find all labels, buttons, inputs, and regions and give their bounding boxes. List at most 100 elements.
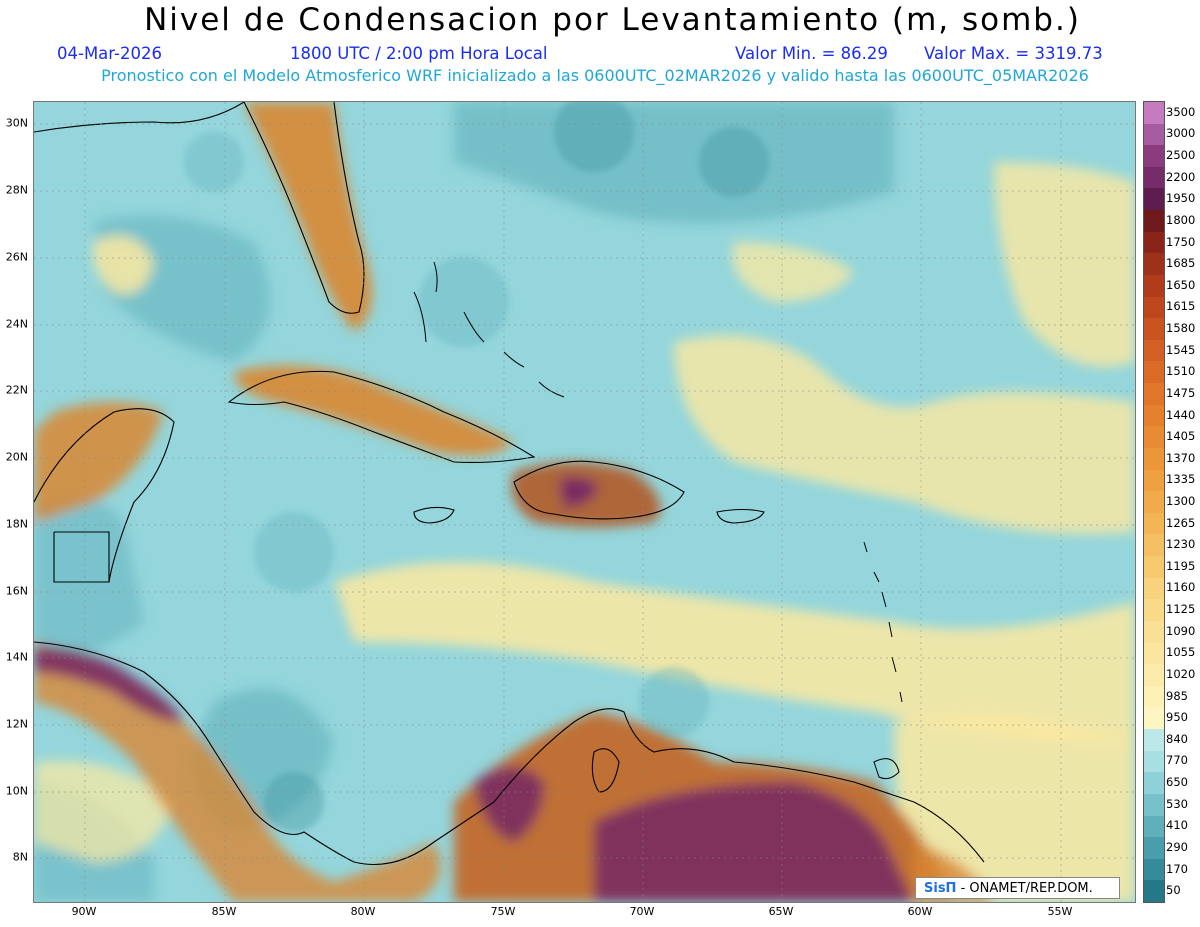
legend-label: 1265 — [1166, 515, 1196, 530]
yellow-band — [894, 715, 1135, 902]
color-legend — [1143, 101, 1165, 903]
lake-maracaibo — [591, 748, 620, 793]
legend-label: 170 — [1166, 861, 1188, 876]
ocean-texture — [419, 257, 509, 347]
legend-label: 50 — [1166, 883, 1181, 898]
legend-label: 1335 — [1166, 472, 1196, 487]
legend-label: 2500 — [1166, 148, 1196, 163]
cuba-coastline — [227, 370, 536, 463]
ocean-texture — [554, 102, 634, 172]
legend-swatch — [1144, 512, 1164, 535]
jamaica-coastline — [413, 506, 455, 524]
forecast-time: 1800 UTC / 2:00 pm Hora Local — [290, 44, 548, 63]
legend-label: 1055 — [1166, 645, 1196, 660]
sistpi-logo: SisΠ — [924, 881, 957, 896]
legend-label: 1650 — [1166, 277, 1196, 292]
legend-swatch — [1144, 123, 1164, 146]
ocean-texture — [264, 772, 324, 832]
legend-swatch — [1144, 556, 1164, 579]
legend-label: 1510 — [1166, 364, 1196, 379]
legend-label: 1750 — [1166, 234, 1196, 249]
legend-label: 1475 — [1166, 385, 1196, 400]
legend-swatch — [1144, 383, 1164, 406]
max-value: Valor Max. = 3319.73 — [924, 44, 1103, 63]
legend-label: 1370 — [1166, 450, 1196, 465]
legend-swatch — [1144, 620, 1164, 644]
legend-label: 1615 — [1166, 299, 1196, 314]
ocean-texture — [254, 512, 334, 592]
legend-swatch — [1144, 361, 1164, 384]
legend-label: 1125 — [1166, 602, 1196, 617]
yellow-band — [334, 562, 1135, 742]
lat-label: 22N — [5, 383, 28, 397]
ocean-texture — [639, 667, 709, 737]
yellow-band — [732, 242, 854, 302]
legend-swatch — [1144, 534, 1164, 557]
colombia-max — [474, 767, 544, 842]
florida-coastline — [243, 102, 365, 314]
ocean-dark-region — [34, 495, 144, 662]
legend-swatch — [1144, 318, 1164, 341]
guatemala-border — [53, 531, 110, 583]
yucatan-high — [34, 402, 164, 522]
map-title: Nivel de Condensacion por Levantamiento … — [144, 2, 1081, 38]
legend-label: 1685 — [1166, 256, 1196, 271]
lat-label: 12N — [5, 717, 28, 731]
legend-label: 1230 — [1166, 537, 1196, 552]
map-area[interactable] — [33, 101, 1136, 903]
lat-label: 30N — [5, 116, 28, 130]
legend-swatch — [1144, 729, 1164, 752]
lat-label: 14N — [5, 650, 28, 664]
legend-swatch — [1144, 188, 1164, 211]
yellow-band — [93, 235, 154, 294]
legend-swatch — [1144, 837, 1164, 860]
legend-swatch — [1144, 102, 1164, 125]
legend-label: 3500 — [1166, 104, 1196, 119]
ocean-texture — [184, 132, 244, 192]
legend-label: 1950 — [1166, 191, 1196, 206]
legend-label: 1195 — [1166, 558, 1196, 573]
legend-label: 950 — [1166, 710, 1188, 725]
lat-label: 8N — [12, 850, 28, 864]
central-america-max — [34, 647, 184, 722]
lon-label: 75W — [490, 905, 516, 918]
legend-label: 530 — [1166, 796, 1188, 811]
trinidad — [873, 758, 900, 780]
legend-swatch — [1144, 447, 1164, 471]
legend-swatch — [1144, 599, 1164, 622]
credit-badge: SisΠ - ONAMET/REP.DOM. — [915, 877, 1120, 899]
legend-label: 1090 — [1166, 623, 1196, 638]
legend-label: 985 — [1166, 688, 1188, 703]
lon-label: 70W — [629, 905, 655, 918]
legend-swatch — [1144, 750, 1164, 773]
lon-label: 65W — [768, 905, 794, 918]
lat-label: 16N — [5, 584, 28, 598]
lat-label: 26N — [5, 250, 28, 264]
lat-label: 20N — [5, 450, 28, 464]
lat-label: 28N — [5, 183, 28, 197]
legend-label: 1800 — [1166, 212, 1196, 227]
legend-label: 1545 — [1166, 342, 1196, 357]
lat-label: 24N — [5, 317, 28, 331]
cuba-high — [234, 365, 514, 456]
model-info: Pronostico con el Modelo Atmosferico WRF… — [101, 66, 1089, 85]
forecast-date: 04-Mar-2026 — [57, 44, 162, 63]
puerto-rico-coastline — [716, 508, 765, 524]
ocean-texture — [699, 127, 769, 197]
legend-swatch — [1144, 253, 1164, 276]
yellow-band — [34, 760, 174, 862]
legend-label: 840 — [1166, 731, 1188, 746]
central-america-high — [34, 642, 441, 902]
legend-swatch — [1144, 707, 1164, 730]
legend-label: 1160 — [1166, 580, 1196, 595]
ocean-dark-region — [454, 102, 894, 224]
gulf-coastline — [34, 102, 245, 133]
legend-swatch — [1144, 166, 1164, 189]
legend-swatch — [1144, 664, 1164, 687]
legend-swatch — [1144, 145, 1164, 168]
legend-swatch — [1144, 793, 1164, 816]
hispaniola-coastline — [513, 460, 685, 520]
legend-swatch — [1144, 210, 1164, 233]
legend-swatch — [1144, 491, 1164, 514]
lon-label: 80W — [350, 905, 376, 918]
